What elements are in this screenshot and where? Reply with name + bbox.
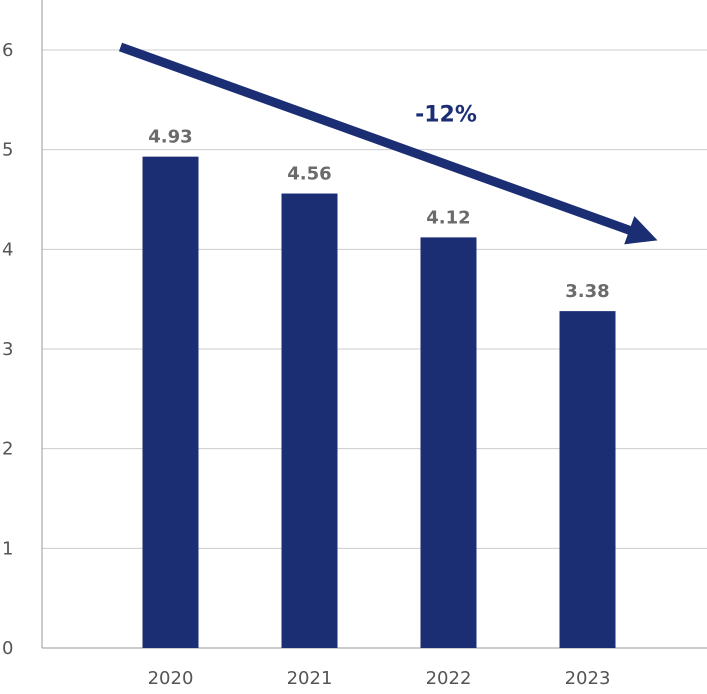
data-labels: 4.93 4.56 4.12 3.38 xyxy=(148,127,609,302)
trend-percent-label: -12% xyxy=(415,102,477,127)
value-label-2020: 4.93 xyxy=(148,127,192,148)
trend-arrow xyxy=(118,42,633,236)
bar-2020 xyxy=(142,156,199,649)
y-tick-label: 5 xyxy=(2,140,13,161)
trend-annotation: -12% xyxy=(118,42,658,245)
x-tick-label-2023: 2023 xyxy=(565,668,611,689)
y-axis: 0 1 2 3 4 5 6 xyxy=(2,40,13,659)
x-tick-label-2022: 2022 xyxy=(426,668,472,689)
value-label-2022: 4.12 xyxy=(426,207,470,228)
trend-arrow-head xyxy=(624,216,658,245)
bars xyxy=(142,156,616,649)
bar-2022 xyxy=(420,237,477,648)
y-tick-label: 4 xyxy=(2,239,13,260)
x-tick-label-2020: 2020 xyxy=(148,668,194,689)
y-tick-label: 6 xyxy=(2,40,13,61)
y-tick-label: 0 xyxy=(2,638,13,659)
bar-2023 xyxy=(559,311,616,648)
y-tick-label: 3 xyxy=(2,339,13,360)
x-tick-label-2021: 2021 xyxy=(287,668,333,689)
bar-2021 xyxy=(281,193,338,648)
value-label-2021: 4.56 xyxy=(287,164,331,185)
value-label-2023: 3.38 xyxy=(565,281,609,302)
x-axis-labels: 2020 2021 2022 2023 xyxy=(148,668,611,689)
y-tick-label: 1 xyxy=(2,538,13,559)
y-tick-label: 2 xyxy=(2,439,13,460)
